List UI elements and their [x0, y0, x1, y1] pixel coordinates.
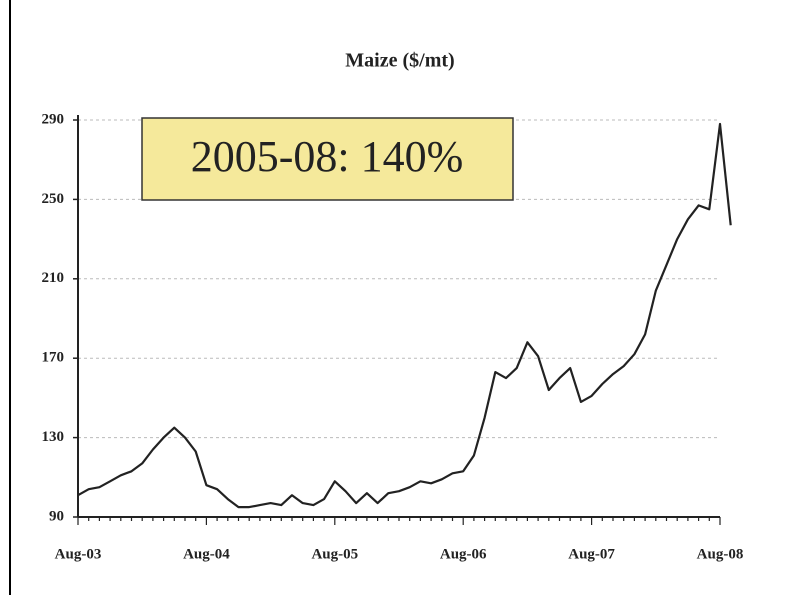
- x-tick-label: Aug-03: [55, 546, 102, 562]
- y-tick-label: 210: [42, 270, 65, 286]
- y-tick-label: 290: [42, 111, 65, 127]
- y-tick-label: 170: [42, 350, 65, 366]
- annotation-box: [141, 117, 514, 201]
- x-tick-label: Aug-07: [568, 546, 615, 562]
- y-tick-label: 130: [42, 429, 65, 445]
- price-line: [77, 122, 732, 509]
- y-tick-label: 90: [49, 508, 64, 524]
- x-tick-label: Aug-06: [440, 546, 487, 562]
- x-tick-label: Aug-08: [697, 546, 744, 562]
- y-tick-label: 250: [42, 191, 65, 207]
- x-tick-label: Aug-05: [311, 546, 358, 562]
- chart-title: Maize ($/mt): [345, 50, 454, 72]
- annotation: 2005-08: 140%: [191, 132, 464, 181]
- x-tick-label: Aug-04: [183, 546, 230, 562]
